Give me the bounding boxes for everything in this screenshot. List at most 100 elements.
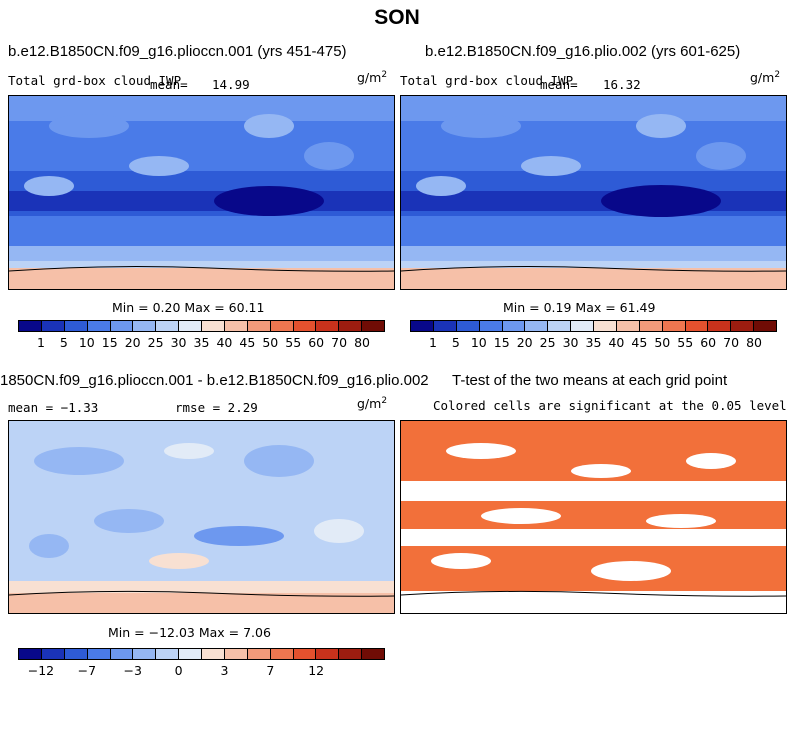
colorbar-swatch (433, 321, 457, 331)
colorbar-tick-label: 50 (654, 335, 671, 350)
colorbar-swatch (616, 321, 640, 331)
colorbar-tick-label: 60 (308, 335, 325, 350)
colorbar-tick-label: 5 (59, 335, 68, 350)
panel2-title: b.e12.B1850CN.f09_g16.plio.002 (yrs 601-… (425, 43, 741, 60)
panel2-mean-label: mean= (540, 77, 578, 92)
colorbar-swatch (339, 321, 363, 331)
panel3-colorbar (18, 648, 385, 660)
panel1-colorbar (18, 320, 385, 332)
colorbar-tick-label: 20 (124, 335, 141, 350)
colorbar-swatch (548, 321, 572, 331)
panel2-map (400, 95, 787, 290)
panel2-variable: Total grd-box cloud IWP (400, 73, 574, 88)
colorbar-swatch (525, 321, 549, 331)
colorbar-swatch (110, 649, 134, 659)
figure-title: SON (374, 6, 420, 29)
colorbar-swatch (411, 321, 434, 331)
panel2-units: g/m2 (750, 70, 781, 86)
colorbar-swatch (293, 649, 317, 659)
colorbar-tick-label: 55 (285, 335, 302, 350)
panel1-map (8, 95, 395, 290)
panel3-mean: mean = −1.33 (8, 400, 99, 415)
colorbar-swatch (270, 321, 294, 331)
panel1-mean-value: 14.99 (212, 77, 250, 92)
colorbar-swatch (202, 321, 225, 331)
colorbar-tick-label: 3 (220, 663, 229, 678)
colorbar-swatch (41, 321, 65, 331)
colorbar-tick-label: 80 (746, 335, 763, 350)
colorbar-swatch (316, 321, 340, 331)
panel4-map (400, 420, 787, 614)
colorbar-tick-label: 45 (631, 335, 648, 350)
panel2-colorbar (410, 320, 777, 332)
panel1-mean-label: mean= (150, 77, 188, 92)
colorbar-swatch (456, 321, 480, 331)
colorbar-tick-label: 7 (266, 663, 275, 678)
colorbar-tick-label: 60 (700, 335, 717, 350)
colorbar-tick-label: 55 (677, 335, 694, 350)
panel3-stats: Min = −12.03 Max = 7.06 (108, 625, 271, 640)
colorbar-swatch (202, 649, 225, 659)
colorbar-tick-label: 1 (428, 335, 437, 350)
colorbar-tick-label: 0 (174, 663, 183, 678)
colorbar-swatch (87, 649, 111, 659)
colorbar-tick-label: 10 (470, 335, 487, 350)
colorbar-swatch (133, 649, 157, 659)
colorbar-tick-label: −3 (123, 663, 142, 678)
colorbar-swatch (87, 321, 111, 331)
colorbar-swatch (362, 649, 384, 659)
colorbar-tick-label: 70 (723, 335, 740, 350)
colorbar-tick-label: 30 (562, 335, 579, 350)
colorbar-tick-label: 40 (216, 335, 233, 350)
colorbar-swatch (339, 649, 363, 659)
colorbar-tick-label: 15 (493, 335, 510, 350)
colorbar-swatch (41, 649, 65, 659)
colorbar-tick-label: 45 (239, 335, 256, 350)
colorbar-swatch (179, 649, 202, 659)
colorbar-tick-label: 1 (36, 335, 45, 350)
panel3-map (8, 420, 395, 614)
panel3-title: 1850CN.f09_g16.plioccn.001 - b.e12.B1850… (0, 372, 429, 389)
panel1-title: b.e12.B1850CN.f09_g16.plioccn.001 (yrs 4… (8, 43, 347, 60)
colorbar-swatch (179, 321, 202, 331)
colorbar-swatch (362, 321, 384, 331)
colorbar-tick-label: −7 (77, 663, 97, 678)
colorbar-swatch (247, 649, 271, 659)
colorbar-tick-label: −12 (27, 663, 55, 678)
colorbar-swatch (479, 321, 503, 331)
colorbar-swatch (662, 321, 686, 331)
colorbar-swatch (133, 321, 157, 331)
colorbar-swatch (571, 321, 594, 331)
panel4-title: T-test of the two means at each grid poi… (452, 372, 728, 389)
colorbar-swatch (224, 321, 248, 331)
colorbar-tick-label: 70 (331, 335, 348, 350)
panel4-subtitle: Colored cells are significant at the 0.0… (433, 398, 787, 413)
colorbar-tick-label: 40 (608, 335, 625, 350)
colorbar-swatch (19, 321, 42, 331)
colorbar-tick-label: 12 (308, 663, 325, 678)
colorbar-swatch (247, 321, 271, 331)
colorbar-swatch (270, 649, 294, 659)
colorbar-tick-label: 25 (147, 335, 164, 350)
colorbar-tick-label: 5 (451, 335, 460, 350)
colorbar-swatch (64, 649, 88, 659)
colorbar-swatch (639, 321, 663, 331)
colorbar-tick-label: 15 (101, 335, 118, 350)
panel1-stats: Min = 0.20 Max = 60.11 (112, 300, 265, 315)
panel2-mean-value: 16.32 (603, 77, 641, 92)
colorbar-swatch (316, 649, 340, 659)
colorbar-swatch (731, 321, 755, 331)
panel1-variable: Total grd-box cloud IWP (8, 73, 182, 88)
colorbar-tick-label: 10 (78, 335, 95, 350)
colorbar-swatch (64, 321, 88, 331)
colorbar-swatch (685, 321, 709, 331)
colorbar-tick-label: 25 (539, 335, 556, 350)
panel1-units: g/m2 (357, 70, 388, 86)
colorbar-swatch (754, 321, 776, 331)
colorbar-swatch (502, 321, 526, 331)
colorbar-tick-label: 80 (354, 335, 371, 350)
colorbar-swatch (708, 321, 732, 331)
colorbar-tick-label: 35 (193, 335, 210, 350)
panel3-units: g/m2 (357, 396, 388, 412)
colorbar-tick-label: 20 (516, 335, 533, 350)
